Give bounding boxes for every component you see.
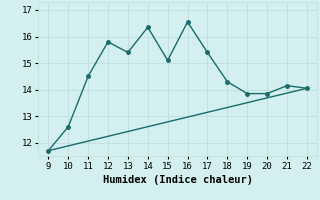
X-axis label: Humidex (Indice chaleur): Humidex (Indice chaleur) [103,175,252,185]
